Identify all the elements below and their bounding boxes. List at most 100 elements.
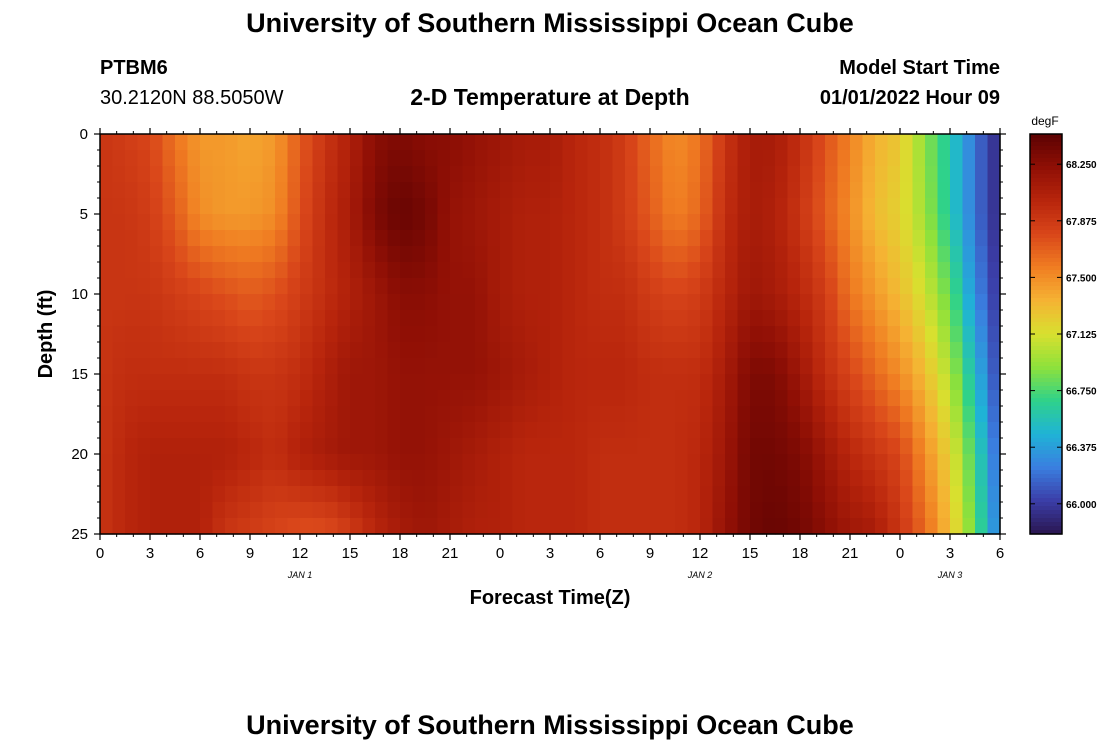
heatmap-cell [575, 454, 589, 471]
heatmap-cell [700, 422, 714, 439]
heatmap-cell [662, 502, 676, 519]
heatmap-cell [800, 438, 814, 455]
heatmap-cell [362, 374, 376, 391]
heatmap-cell [400, 150, 414, 167]
heatmap-cell [312, 518, 326, 535]
heatmap-cell [437, 518, 451, 535]
heatmap-cell [925, 134, 939, 151]
heatmap-cell [137, 134, 151, 151]
heatmap-cell [362, 502, 376, 519]
colorbar-step [1030, 482, 1062, 487]
heatmap-cell [375, 150, 389, 167]
heatmap-cell [400, 486, 414, 503]
heatmap-cell [950, 214, 964, 231]
heatmap-cell [487, 326, 501, 343]
heatmap-cell [262, 230, 276, 247]
heatmap-cell [312, 358, 326, 375]
heatmap-cell [787, 214, 801, 231]
heatmap-cell [350, 326, 364, 343]
heatmap-cell [650, 230, 664, 247]
heatmap-cell [187, 166, 201, 183]
heatmap-cell [875, 422, 889, 439]
heatmap-cell [575, 246, 589, 263]
heatmap-cell [362, 406, 376, 423]
heatmap-cell [887, 230, 901, 247]
heatmap-cell [487, 150, 501, 167]
heatmap-cell [875, 246, 889, 263]
heatmap-cell [850, 486, 864, 503]
heatmap-cell [812, 294, 826, 311]
heatmap-cell [437, 454, 451, 471]
heatmap-cell [250, 230, 264, 247]
heatmap-cell [775, 486, 789, 503]
heatmap-cell [662, 454, 676, 471]
heatmap-cell [862, 406, 876, 423]
heatmap-cell [975, 246, 989, 263]
x-tick-label: 12 [292, 545, 309, 562]
heatmap-cell [762, 214, 776, 231]
heatmap-cell [812, 278, 826, 295]
heatmap-cell [112, 310, 126, 327]
heatmap-cell [400, 134, 414, 151]
heatmap-cell [862, 294, 876, 311]
heatmap-cell [287, 390, 301, 407]
heatmap-cell [150, 406, 164, 423]
colorbar-step [1030, 406, 1062, 411]
heatmap-cell [712, 278, 726, 295]
colorbar-step [1030, 382, 1062, 387]
heatmap-cell [737, 422, 751, 439]
heatmap-cell [300, 518, 314, 535]
heatmap-cell [312, 278, 326, 295]
heatmap-cell [425, 454, 439, 471]
heatmap-cell [800, 502, 814, 519]
heatmap-cell [412, 310, 426, 327]
heatmap-cell [987, 278, 1001, 295]
heatmap-cell [262, 166, 276, 183]
heatmap-cell [775, 358, 789, 375]
heatmap-cell [525, 310, 539, 327]
heatmap-cell [250, 134, 264, 151]
heatmap-cell [162, 182, 176, 199]
heatmap-cell [550, 182, 564, 199]
heatmap-cell [137, 326, 151, 343]
heatmap-cell [950, 486, 964, 503]
heatmap-cell [950, 422, 964, 439]
heatmap-cell [800, 390, 814, 407]
heatmap-cell [437, 134, 451, 151]
heatmap-cell [325, 422, 339, 439]
colorbar-step [1030, 430, 1062, 435]
heatmap-cell [125, 374, 139, 391]
colorbar-tick-label: 66.000 [1066, 500, 1097, 511]
heatmap-cell [450, 150, 464, 167]
heatmap-cell [787, 230, 801, 247]
heatmap-cell [512, 422, 526, 439]
heatmap-cell [800, 422, 814, 439]
heatmap-cell [400, 214, 414, 231]
heatmap-cell [937, 294, 951, 311]
heatmap-cell [312, 230, 326, 247]
heatmap-cell [400, 198, 414, 215]
heatmap-cell [487, 454, 501, 471]
heatmap-cell [162, 454, 176, 471]
heatmap-cell [625, 262, 639, 279]
heatmap-cell [525, 166, 539, 183]
heatmap-cell [712, 406, 726, 423]
heatmap-cell [562, 406, 576, 423]
heatmap-cell [312, 422, 326, 439]
heatmap-cell [525, 246, 539, 263]
heatmap-cell [900, 246, 914, 263]
heatmap-cell [462, 294, 476, 311]
heatmap-cell [125, 214, 139, 231]
heatmap-cell [175, 134, 189, 151]
heatmap-cell [337, 294, 351, 311]
heatmap-cell [237, 198, 251, 215]
heatmap-cell [750, 262, 764, 279]
heatmap-cell [575, 182, 589, 199]
heatmap-cell [812, 406, 826, 423]
heatmap-cell [925, 390, 939, 407]
heatmap-cell [437, 374, 451, 391]
heatmap-cell [462, 230, 476, 247]
heatmap-cell [950, 150, 964, 167]
heatmap-cell [462, 150, 476, 167]
heatmap-cell [650, 518, 664, 535]
